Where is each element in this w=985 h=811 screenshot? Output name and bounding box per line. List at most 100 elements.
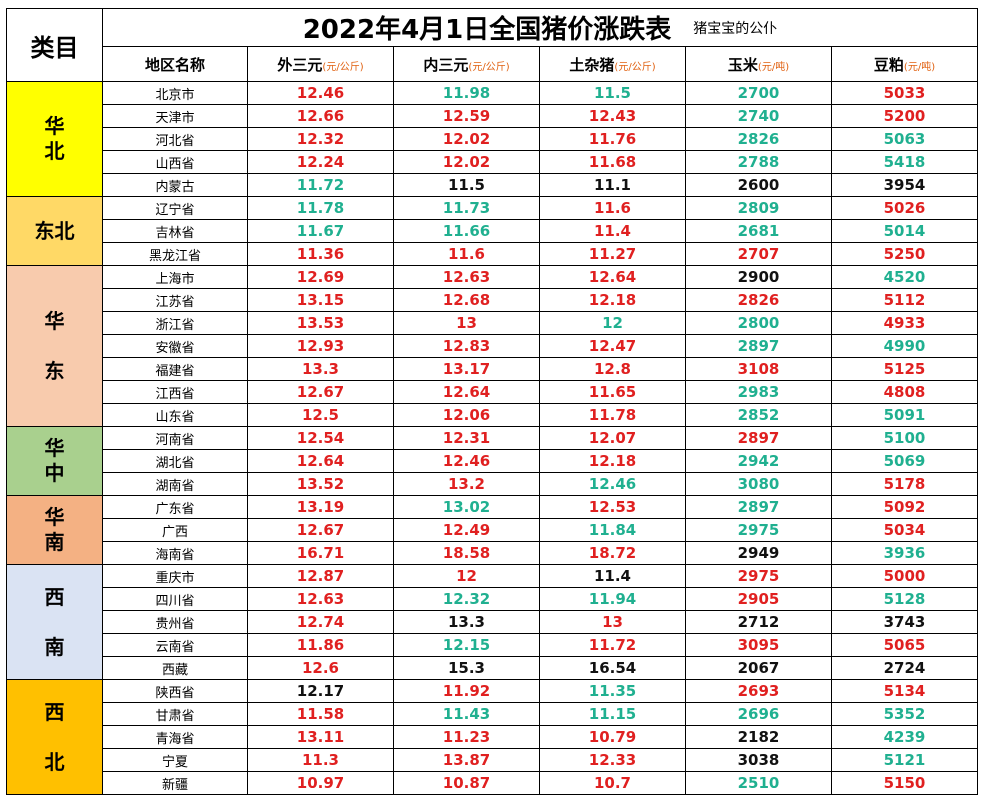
price-cell[interactable]: 5063 bbox=[831, 127, 978, 151]
price-cell[interactable]: 12.68 bbox=[393, 288, 540, 312]
price-cell[interactable]: 18.58 bbox=[393, 541, 540, 565]
column-header-3[interactable]: 土杂猪(元/公斤) bbox=[539, 46, 686, 82]
price-cell[interactable]: 11.5 bbox=[539, 81, 686, 105]
column-header-1[interactable]: 外三元(元/公斤) bbox=[247, 46, 394, 82]
price-cell[interactable]: 13.17 bbox=[393, 357, 540, 381]
title-cell[interactable]: 2022年4月1日全国猪价涨跌表 猪宝宝的公仆 bbox=[102, 8, 978, 47]
price-cell[interactable]: 12.32 bbox=[393, 587, 540, 611]
region-cell[interactable]: 陕西省 bbox=[102, 679, 248, 703]
price-cell[interactable]: 5352 bbox=[831, 702, 978, 726]
price-cell[interactable]: 13.53 bbox=[247, 311, 394, 335]
region-cell[interactable]: 江西省 bbox=[102, 380, 248, 404]
price-cell[interactable]: 13.02 bbox=[393, 495, 540, 519]
price-cell[interactable]: 11.1 bbox=[539, 173, 686, 197]
price-cell[interactable]: 2809 bbox=[685, 196, 832, 220]
price-cell[interactable]: 5200 bbox=[831, 104, 978, 128]
price-cell[interactable]: 2826 bbox=[685, 288, 832, 312]
price-cell[interactable]: 11.23 bbox=[393, 725, 540, 749]
price-cell[interactable]: 12.06 bbox=[393, 403, 540, 427]
region-cell[interactable]: 重庆市 bbox=[102, 564, 248, 588]
price-cell[interactable]: 5178 bbox=[831, 472, 978, 496]
price-cell[interactable]: 12.46 bbox=[247, 81, 394, 105]
price-cell[interactable]: 12.83 bbox=[393, 334, 540, 358]
price-cell[interactable]: 10.87 bbox=[393, 771, 540, 795]
region-cell[interactable]: 河南省 bbox=[102, 426, 248, 450]
price-cell[interactable]: 11.67 bbox=[247, 219, 394, 243]
price-cell[interactable]: 5100 bbox=[831, 426, 978, 450]
price-cell[interactable]: 5418 bbox=[831, 150, 978, 174]
price-cell[interactable]: 12.02 bbox=[393, 150, 540, 174]
column-header-0[interactable]: 地区名称 bbox=[102, 46, 248, 82]
price-cell[interactable]: 2983 bbox=[685, 380, 832, 404]
region-cell[interactable]: 黑龙江省 bbox=[102, 242, 248, 266]
price-cell[interactable]: 5150 bbox=[831, 771, 978, 795]
price-cell[interactable]: 13 bbox=[393, 311, 540, 335]
region-cell[interactable]: 天津市 bbox=[102, 104, 248, 128]
price-cell[interactable]: 12 bbox=[539, 311, 686, 335]
price-cell[interactable]: 12.59 bbox=[393, 104, 540, 128]
region-cell[interactable]: 广西 bbox=[102, 518, 248, 542]
price-cell[interactable]: 11.35 bbox=[539, 679, 686, 703]
price-cell[interactable]: 18.72 bbox=[539, 541, 686, 565]
price-cell[interactable]: 2852 bbox=[685, 403, 832, 427]
price-cell[interactable]: 12.46 bbox=[393, 449, 540, 473]
price-cell[interactable]: 3936 bbox=[831, 541, 978, 565]
price-cell[interactable]: 2707 bbox=[685, 242, 832, 266]
price-cell[interactable]: 5034 bbox=[831, 518, 978, 542]
price-cell[interactable]: 11.73 bbox=[393, 196, 540, 220]
region-cell[interactable]: 山东省 bbox=[102, 403, 248, 427]
price-cell[interactable]: 13.19 bbox=[247, 495, 394, 519]
price-cell[interactable]: 2897 bbox=[685, 495, 832, 519]
price-cell[interactable]: 12.18 bbox=[539, 449, 686, 473]
price-cell[interactable]: 12.64 bbox=[393, 380, 540, 404]
price-cell[interactable]: 10.97 bbox=[247, 771, 394, 795]
region-cell[interactable]: 吉林省 bbox=[102, 219, 248, 243]
region-cell[interactable]: 湖南省 bbox=[102, 472, 248, 496]
price-cell[interactable]: 2724 bbox=[831, 656, 978, 680]
price-cell[interactable]: 11.66 bbox=[393, 219, 540, 243]
price-cell[interactable]: 3108 bbox=[685, 357, 832, 381]
price-cell[interactable]: 12 bbox=[393, 564, 540, 588]
region-cell[interactable]: 湖北省 bbox=[102, 449, 248, 473]
price-cell[interactable]: 12.67 bbox=[247, 380, 394, 404]
price-cell[interactable]: 12.66 bbox=[247, 104, 394, 128]
price-cell[interactable]: 12.43 bbox=[539, 104, 686, 128]
region-cell[interactable]: 河北省 bbox=[102, 127, 248, 151]
price-cell[interactable]: 5000 bbox=[831, 564, 978, 588]
region-cell[interactable]: 青海省 bbox=[102, 725, 248, 749]
price-cell[interactable]: 2700 bbox=[685, 81, 832, 105]
price-cell[interactable]: 11.36 bbox=[247, 242, 394, 266]
price-cell[interactable]: 4990 bbox=[831, 334, 978, 358]
price-cell[interactable]: 11.4 bbox=[539, 219, 686, 243]
price-cell[interactable]: 12.24 bbox=[247, 150, 394, 174]
category-cell[interactable]: 华 北 bbox=[6, 81, 103, 197]
price-cell[interactable]: 11.76 bbox=[539, 127, 686, 151]
category-cell[interactable]: 东北 bbox=[6, 196, 103, 266]
region-cell[interactable]: 内蒙古 bbox=[102, 173, 248, 197]
price-cell[interactable]: 2182 bbox=[685, 725, 832, 749]
price-cell[interactable]: 12.8 bbox=[539, 357, 686, 381]
price-cell[interactable]: 2067 bbox=[685, 656, 832, 680]
price-cell[interactable]: 11.27 bbox=[539, 242, 686, 266]
price-cell[interactable]: 11.68 bbox=[539, 150, 686, 174]
price-cell[interactable]: 10.79 bbox=[539, 725, 686, 749]
price-cell[interactable]: 12.07 bbox=[539, 426, 686, 450]
region-cell[interactable]: 上海市 bbox=[102, 265, 248, 289]
price-cell[interactable]: 12.18 bbox=[539, 288, 686, 312]
price-cell[interactable]: 5128 bbox=[831, 587, 978, 611]
region-cell[interactable]: 四川省 bbox=[102, 587, 248, 611]
price-cell[interactable]: 12.53 bbox=[539, 495, 686, 519]
price-cell[interactable]: 11.5 bbox=[393, 173, 540, 197]
price-cell[interactable]: 11.6 bbox=[539, 196, 686, 220]
region-cell[interactable]: 贵州省 bbox=[102, 610, 248, 634]
price-cell[interactable]: 5112 bbox=[831, 288, 978, 312]
price-cell[interactable]: 10.7 bbox=[539, 771, 686, 795]
price-cell[interactable]: 16.71 bbox=[247, 541, 394, 565]
region-cell[interactable]: 江苏省 bbox=[102, 288, 248, 312]
price-cell[interactable]: 11.94 bbox=[539, 587, 686, 611]
price-cell[interactable]: 12.47 bbox=[539, 334, 686, 358]
price-cell[interactable]: 12.6 bbox=[247, 656, 394, 680]
price-cell[interactable]: 13.3 bbox=[247, 357, 394, 381]
price-cell[interactable]: 13.15 bbox=[247, 288, 394, 312]
price-cell[interactable]: 12.17 bbox=[247, 679, 394, 703]
